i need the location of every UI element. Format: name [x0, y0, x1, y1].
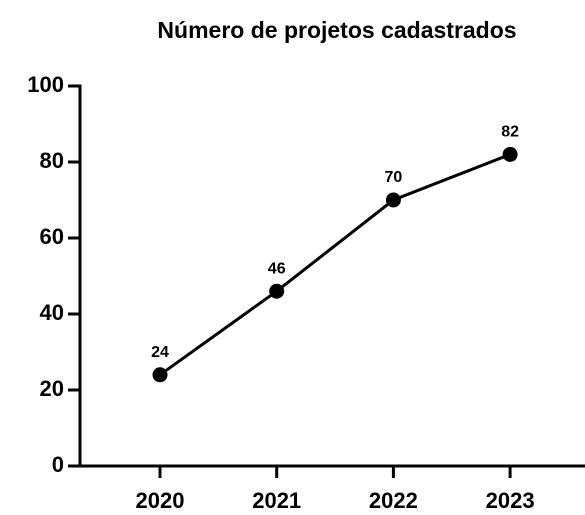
marker	[502, 146, 518, 162]
data-label: 70	[385, 169, 403, 186]
marker	[269, 283, 285, 299]
marker	[152, 367, 168, 383]
y-tick-label: 60	[40, 224, 64, 249]
data-label: 82	[501, 124, 519, 141]
x-tick-label: 2022	[369, 488, 418, 513]
y-tick-label: 0	[52, 452, 64, 477]
y-tick-label: 20	[40, 376, 64, 401]
marker	[385, 192, 401, 208]
data-label: 46	[268, 260, 286, 277]
chart-title: Número de projetos cadastrados	[157, 17, 516, 43]
y-tick-label: 80	[40, 148, 64, 173]
y-tick-label: 40	[40, 300, 64, 325]
line	[159, 153, 511, 377]
y-tick-label: 100	[27, 72, 64, 97]
x-tick-label: 2021	[252, 488, 301, 513]
x-tick-label: 2023	[486, 488, 535, 513]
data-label: 24	[151, 344, 169, 361]
x-tick-label: 2020	[136, 488, 185, 513]
